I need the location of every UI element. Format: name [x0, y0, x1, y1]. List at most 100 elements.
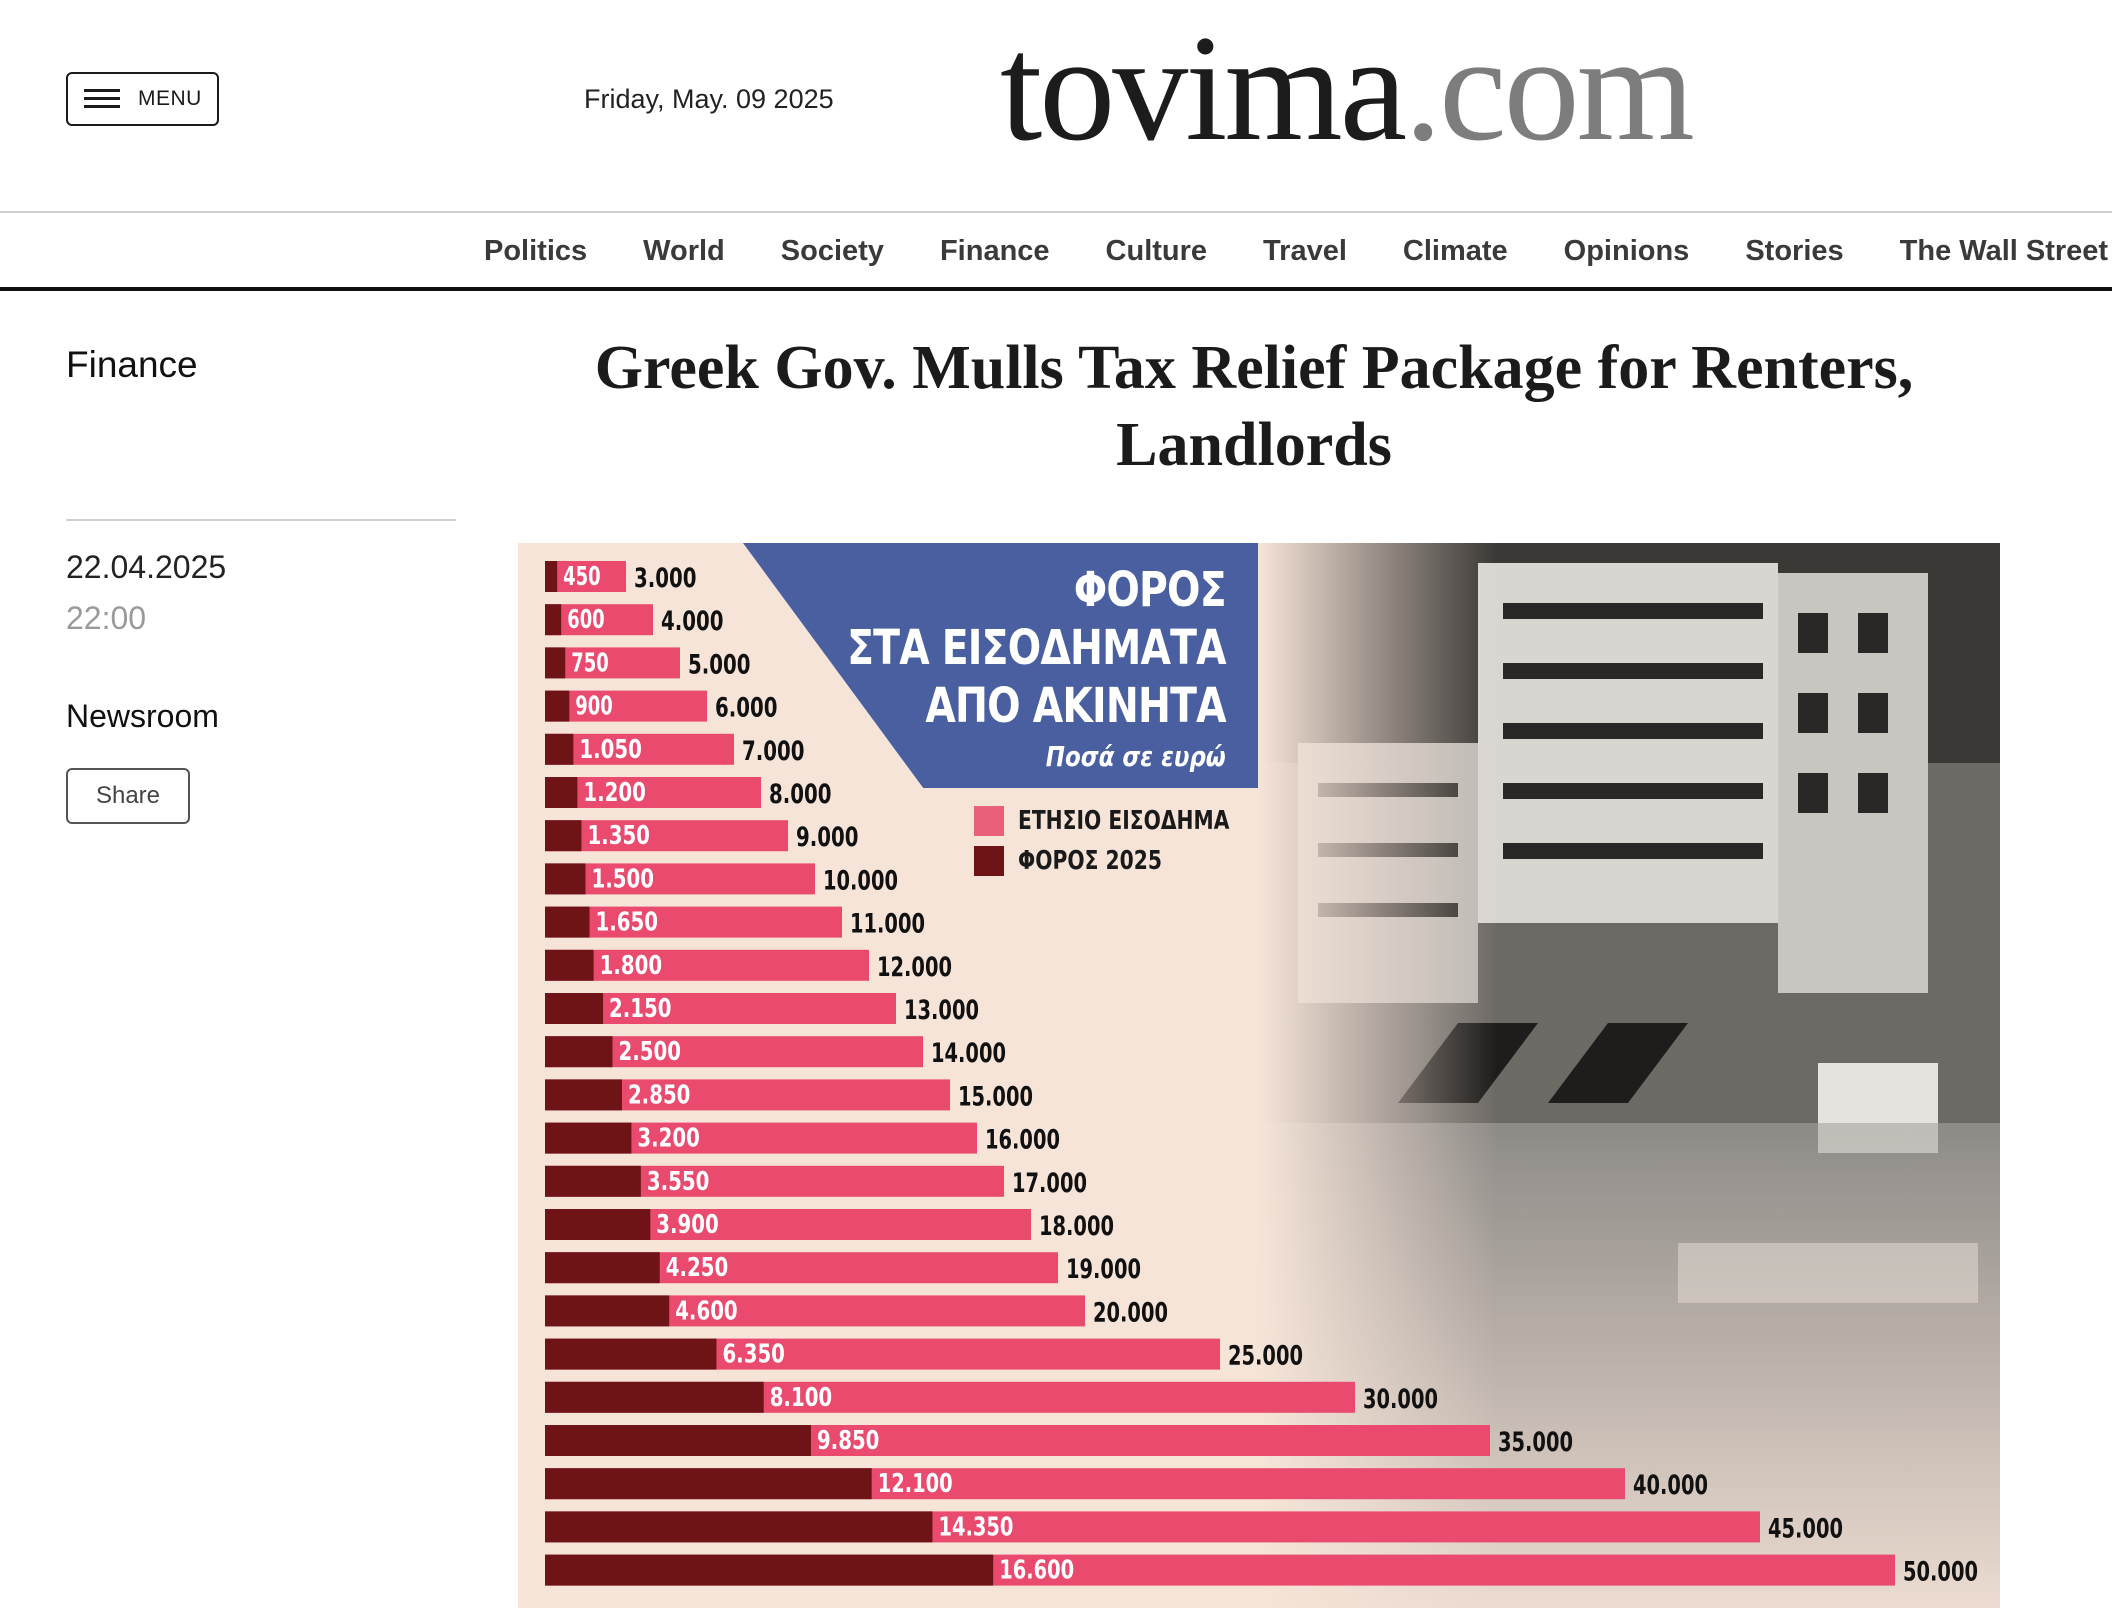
income-bar	[545, 777, 761, 808]
income-value-label: 15.000	[958, 1081, 1033, 1112]
legend-swatch-income	[974, 806, 1004, 836]
tax-bar	[545, 1511, 933, 1543]
chart-legend: ΕΤΗΣΙΟ ΕΙΣΟΔΗΜΑ ΦΟΡΟΣ 2025	[974, 801, 1289, 881]
tax-bar	[545, 1295, 670, 1327]
income-value-label: 14.000	[931, 1038, 1006, 1069]
income-value-label: 13.000	[904, 995, 979, 1026]
tax-value-label: 2.500	[619, 1037, 682, 1067]
tax-bar	[545, 561, 558, 592]
income-value-label: 4.000	[661, 606, 724, 637]
tax-value-label: 3.900	[656, 1210, 719, 1240]
income-value-label: 50.000	[1903, 1557, 1978, 1588]
banner-subtitle: Ποσά σε ευρώ	[1046, 740, 1226, 773]
nav-item-finance[interactable]: Finance	[939, 235, 1050, 267]
tax-infographic: ΦΟΡΟΣ ΣΤΑ ΕΙΣΟΔΗΜΑΤΑ ΑΠΟ ΑΚΙΝΗΤΑ Ποσά σε…	[518, 543, 2000, 1608]
tax-bar	[545, 1425, 811, 1456]
nav-item-world[interactable]: World	[643, 235, 725, 267]
tax-value-label: 750	[571, 648, 609, 678]
tax-value-label: 16.600	[999, 1556, 1074, 1586]
income-bar	[545, 733, 734, 765]
publish-time: 22:00	[66, 600, 147, 636]
tax-value-label: 3.200	[637, 1124, 700, 1154]
author-name[interactable]: Newsroom	[66, 698, 219, 734]
tax-bar	[545, 1381, 764, 1413]
tax-bar	[545, 993, 604, 1024]
income-value-label: 25.000	[1228, 1341, 1303, 1372]
legend-label-tax: ΦΟΡΟΣ 2025	[1018, 846, 1162, 876]
income-bar	[545, 906, 842, 938]
tax-bar	[545, 1338, 717, 1370]
hamburger-icon	[84, 89, 120, 109]
income-bar	[545, 647, 680, 679]
tax-bar	[545, 906, 590, 938]
tax-value-label: 1.350	[587, 821, 650, 851]
income-value-label: 8.000	[769, 779, 832, 810]
tax-bar	[545, 1165, 641, 1197]
tax-bar	[545, 777, 578, 808]
legend-item-tax: ΦΟΡΟΣ 2025	[974, 841, 1289, 881]
tax-bar	[545, 1122, 632, 1154]
tax-value-label: 12.100	[878, 1469, 953, 1499]
tax-value-label: 14.350	[938, 1512, 1013, 1542]
income-value-label: 12.000	[877, 952, 952, 983]
nav-item-politics[interactable]: Politics	[484, 235, 588, 267]
site-logo[interactable]: tovima.com	[1000, 12, 1695, 164]
nav-item-climate[interactable]: Climate	[1402, 235, 1508, 267]
legend-item-income: ΕΤΗΣΙΟ ΕΙΣΟΔΗΜΑ	[974, 801, 1289, 841]
nav-item-wall-street[interactable]: The Wall Street	[1899, 235, 2109, 267]
tax-bar	[545, 1036, 613, 1068]
income-value-label: 18.000	[1039, 1211, 1114, 1242]
share-button[interactable]: Share	[66, 768, 190, 824]
income-bar	[545, 690, 707, 722]
nav-item-stories[interactable]: Stories	[1745, 235, 1844, 267]
income-bar	[545, 993, 896, 1024]
tax-value-label: 9.850	[817, 1426, 880, 1456]
tax-bar	[545, 820, 582, 852]
tax-bar	[545, 604, 562, 636]
legend-label-income: ΕΤΗΣΙΟ ΕΙΣΟΔΗΜΑ	[1018, 806, 1230, 836]
tax-value-label: 4.600	[675, 1296, 738, 1326]
tax-value-label: 450	[563, 562, 601, 592]
tax-bar	[545, 647, 566, 679]
tax-bar	[545, 1252, 660, 1284]
tax-bar	[545, 1468, 872, 1500]
tax-bar	[545, 1209, 651, 1240]
income-value-label: 19.000	[1066, 1254, 1141, 1285]
income-value-label: 30.000	[1363, 1384, 1438, 1415]
tax-value-label: 3.550	[647, 1167, 710, 1197]
nav-item-opinions[interactable]: Opinions	[1563, 235, 1690, 267]
tax-value-label: 1.050	[579, 735, 642, 765]
income-bar	[545, 604, 653, 636]
income-value-label: 17.000	[1012, 1168, 1087, 1199]
tax-value-label: 1.200	[583, 778, 646, 808]
main-nav: Politics World Society Finance Culture T…	[0, 211, 2112, 291]
site-header: MENU Friday, May. 09 2025 tovima.com	[0, 0, 2112, 212]
income-value-label: 35.000	[1498, 1427, 1573, 1458]
income-value-label: 40.000	[1633, 1470, 1708, 1501]
tax-value-label: 4.250	[666, 1253, 729, 1283]
menu-label: MENU	[138, 87, 202, 110]
tax-value-label: 8.100	[770, 1383, 833, 1413]
logo-suffix: .com	[1404, 4, 1695, 172]
income-value-label: 9.000	[796, 822, 859, 853]
banner-title-line-3: ΑΠΟ ΑΚΙΝΗΤΑ	[925, 678, 1227, 734]
income-bar	[545, 820, 788, 852]
income-value-label: 5.000	[688, 649, 751, 680]
nav-item-travel[interactable]: Travel	[1263, 235, 1347, 267]
income-value-label: 10.000	[823, 865, 898, 896]
income-bar	[545, 863, 815, 895]
income-value-label: 20.000	[1093, 1297, 1168, 1328]
nav-item-society[interactable]: Society	[780, 235, 884, 267]
section-label[interactable]: Finance	[66, 344, 198, 385]
tax-value-label: 1.650	[596, 908, 659, 938]
income-value-label: 6.000	[715, 693, 778, 724]
tax-value-label: 2.150	[609, 994, 672, 1024]
nav-item-culture[interactable]: Culture	[1105, 235, 1208, 267]
menu-button[interactable]: MENU	[66, 72, 219, 126]
article-title: Greek Gov. Mulls Tax Relief Package for …	[594, 334, 1914, 479]
tax-value-label: 600	[567, 605, 605, 635]
sidebar-divider	[66, 519, 456, 521]
tax-value-label: 2.850	[628, 1080, 691, 1110]
income-value-label: 16.000	[985, 1125, 1060, 1156]
tax-value-label: 6.350	[722, 1340, 785, 1370]
